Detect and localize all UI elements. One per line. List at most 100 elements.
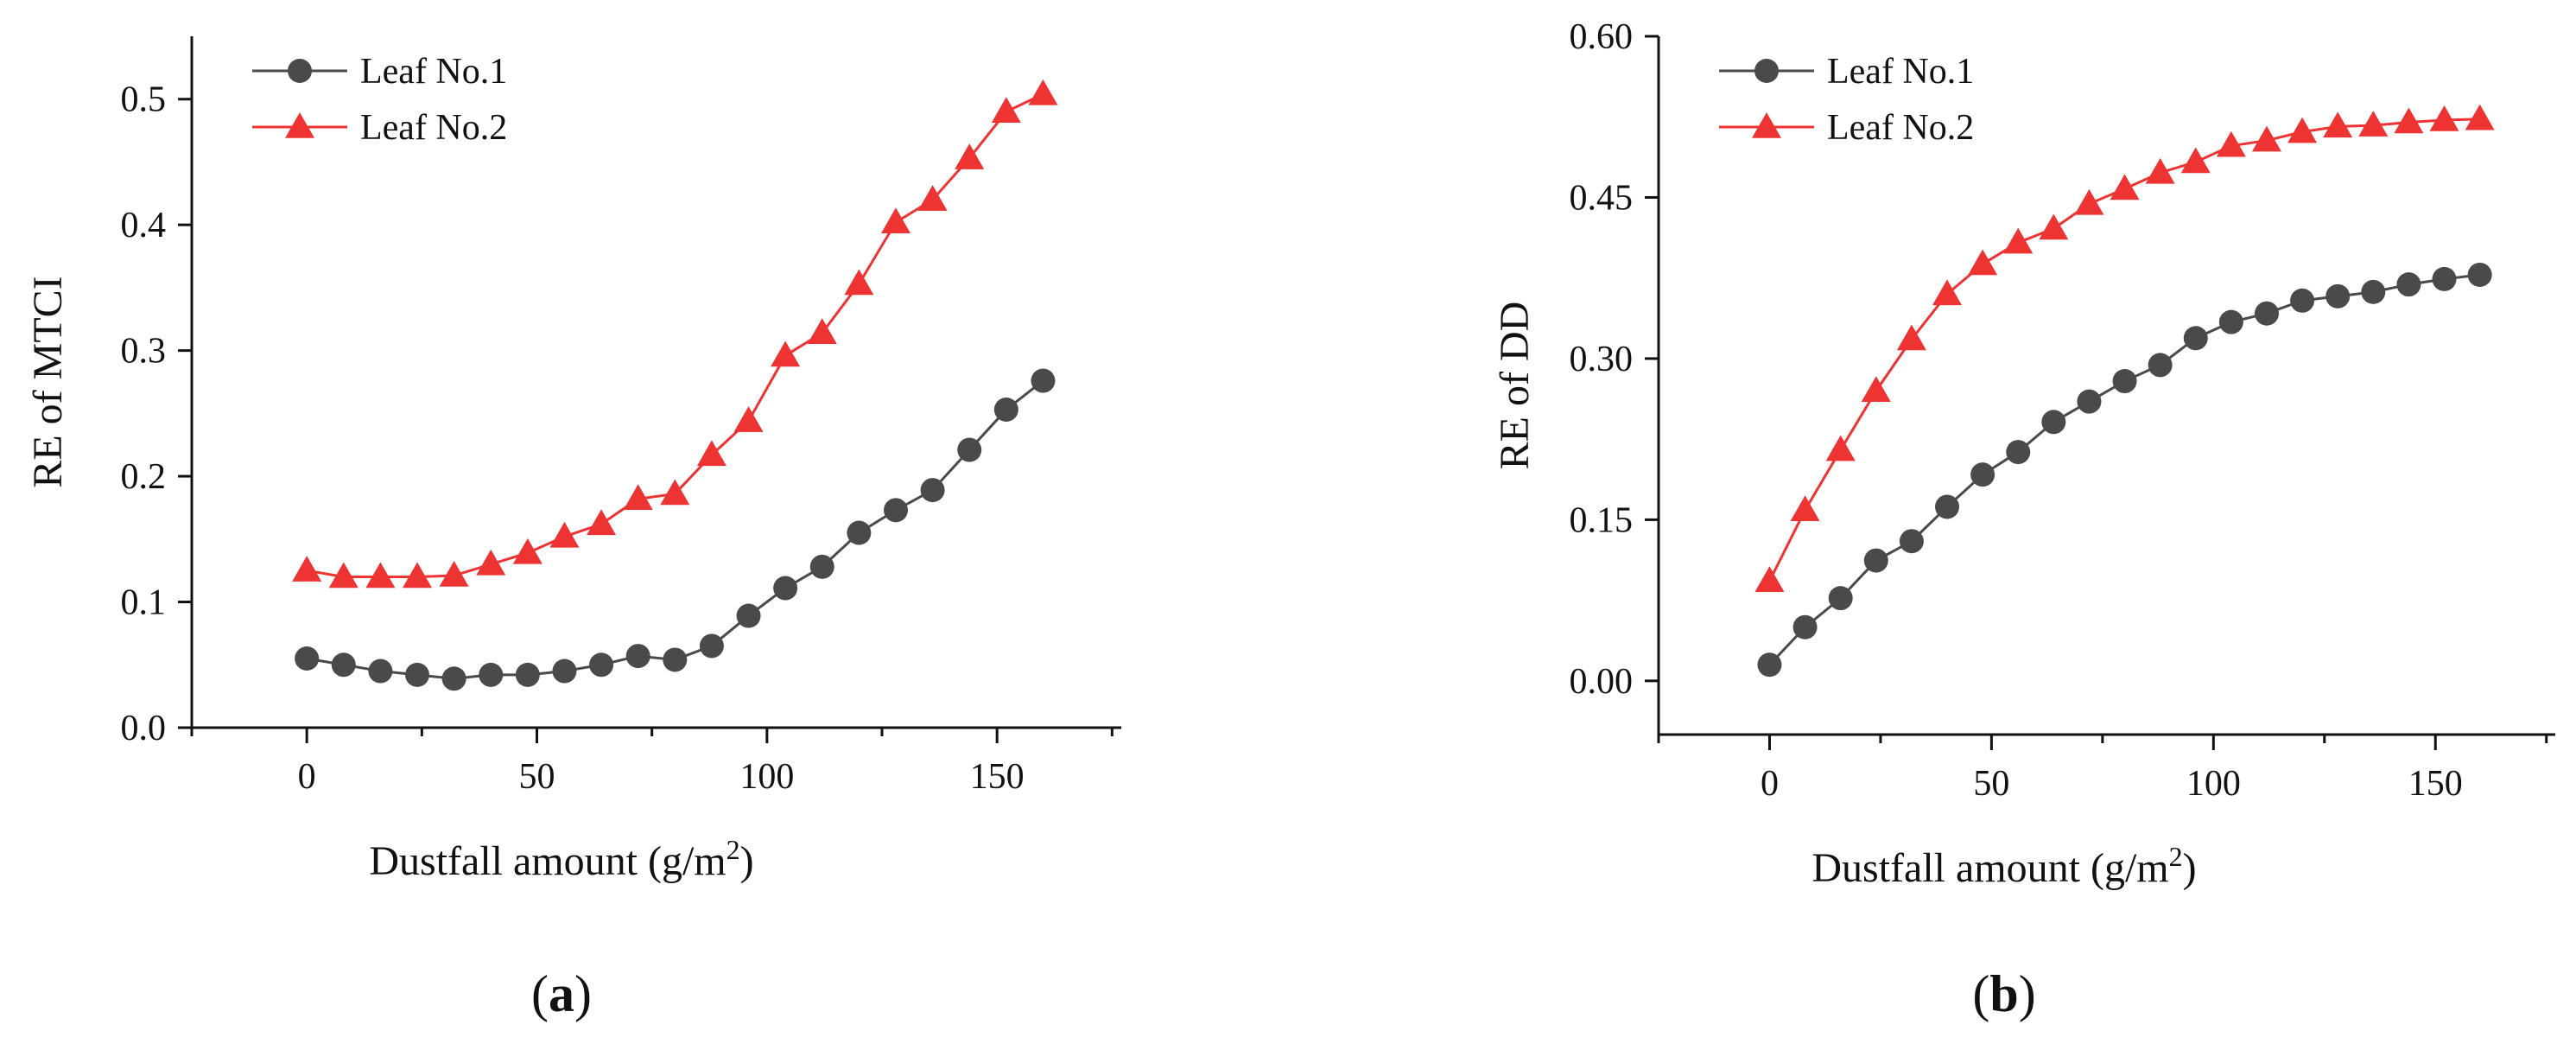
y-tick-label: 0.3 <box>121 332 167 372</box>
data-point <box>549 521 580 548</box>
series-1 <box>295 368 1056 691</box>
legend-marker <box>288 59 312 83</box>
panel-label-letter: a <box>549 965 574 1022</box>
data-point <box>917 185 948 211</box>
data-point <box>2290 288 2315 313</box>
data-point <box>1754 566 1785 592</box>
y-tick-label: 0.60 <box>1570 17 1634 57</box>
y-tick-label: 0.2 <box>121 457 167 497</box>
data-point <box>1828 586 1853 611</box>
y-tick-label: 0.15 <box>1570 500 1634 540</box>
panel-label-letter: b <box>1989 965 2018 1022</box>
data-point <box>1970 462 1995 487</box>
x-axis-label-close: ) <box>2183 845 2197 891</box>
data-point <box>1028 79 1058 105</box>
data-point <box>2006 440 2031 465</box>
data-point <box>1861 376 1891 402</box>
x-axis-label-superscript: 2 <box>726 834 740 865</box>
data-point <box>2465 104 2495 130</box>
y-tick-label: 0.5 <box>121 80 167 120</box>
y-tick-label: 0.4 <box>121 206 167 245</box>
data-point <box>883 498 908 523</box>
data-point <box>663 647 688 672</box>
data-point <box>589 652 614 678</box>
data-point <box>441 666 466 691</box>
data-point <box>1935 494 1960 519</box>
data-point <box>696 440 726 467</box>
chart-b: 0.00 0.15 0.30 0.45 0.60 0 50 100 150 Dustfall am… <box>1492 17 2555 1022</box>
legend-marker <box>1754 59 1779 83</box>
x-axis-label: Dustfall amount (g/m2) <box>369 834 753 884</box>
data-point <box>1896 324 1926 351</box>
data-point <box>515 662 540 687</box>
data-point <box>1899 529 1924 554</box>
data-point <box>405 662 430 687</box>
x-tick-label: 100 <box>739 757 794 797</box>
data-point <box>1968 249 1998 276</box>
legend-marker <box>1752 112 1781 138</box>
y-tick-label: 0.0 <box>121 709 167 748</box>
data-point <box>736 603 761 628</box>
chart-a: 0.0 0.1 0.2 0.3 0.4 0.5 0 50 100 150 Dustfall amou… <box>25 36 1121 1022</box>
data-point <box>2041 410 2066 435</box>
data-point <box>2287 117 2318 143</box>
legend-label: Leaf No.2 <box>1827 108 1974 148</box>
data-point <box>2429 105 2459 131</box>
data-point <box>328 562 358 589</box>
x-axis-label-close: ) <box>740 838 754 884</box>
data-point <box>1757 652 1782 678</box>
data-point <box>2183 326 2208 351</box>
data-point <box>331 652 356 678</box>
data-point <box>2039 213 2069 240</box>
x-tick-label: 50 <box>1973 764 2009 804</box>
y-tick-label: 0.45 <box>1570 178 1634 218</box>
data-point <box>699 633 724 659</box>
data-point <box>2218 309 2243 334</box>
data-point <box>2396 272 2421 297</box>
data-point <box>660 479 690 506</box>
data-point <box>479 662 504 687</box>
x-tick-label: 100 <box>2186 764 2241 804</box>
data-point <box>773 576 798 601</box>
data-point <box>1792 614 1818 640</box>
x-axis-label-text: Dustfall amount (g/m <box>1811 845 2168 891</box>
data-point <box>2251 125 2281 152</box>
x-tick-label: 150 <box>970 757 1025 797</box>
data-point <box>1932 279 1963 306</box>
legend-label: Leaf No.1 <box>360 52 507 92</box>
data-point <box>368 659 393 684</box>
x-axis-label: Dustfall amount (g/m2) <box>1811 841 2196 891</box>
data-point <box>2112 369 2137 394</box>
data-point <box>512 538 542 564</box>
y-axis-label: RE of DD <box>1492 302 1538 470</box>
data-point <box>2074 188 2104 215</box>
data-point <box>955 143 985 169</box>
series-2 <box>1754 104 2495 592</box>
x-axis-label-superscript: 2 <box>2169 841 2183 872</box>
data-point <box>2180 147 2211 174</box>
data-point <box>292 556 322 582</box>
x-tick-label: 0 <box>298 757 316 797</box>
x-tick-label: 0 <box>1761 764 1779 804</box>
legend: Leaf No.1 Leaf No.2 <box>252 52 507 148</box>
data-point <box>1031 368 1056 393</box>
panel-label-open: ( <box>531 965 549 1022</box>
data-point <box>2323 111 2353 138</box>
data-point <box>1863 548 1888 573</box>
data-point <box>733 406 764 432</box>
data-point <box>1790 495 1820 521</box>
data-point <box>625 644 650 669</box>
data-point <box>587 509 617 536</box>
data-point <box>2110 174 2140 200</box>
data-point <box>2432 266 2457 291</box>
data-point <box>2325 283 2351 309</box>
data-point <box>2003 227 2034 254</box>
data-point <box>439 561 469 587</box>
data-point <box>365 562 396 589</box>
data-point <box>809 554 834 579</box>
data-point <box>403 562 433 589</box>
panel-label-open: ( <box>1972 965 1989 1022</box>
data-point <box>2077 389 2102 414</box>
y-axis-label: RE of MTCI <box>25 276 71 487</box>
panel-label: (a) <box>531 965 592 1022</box>
